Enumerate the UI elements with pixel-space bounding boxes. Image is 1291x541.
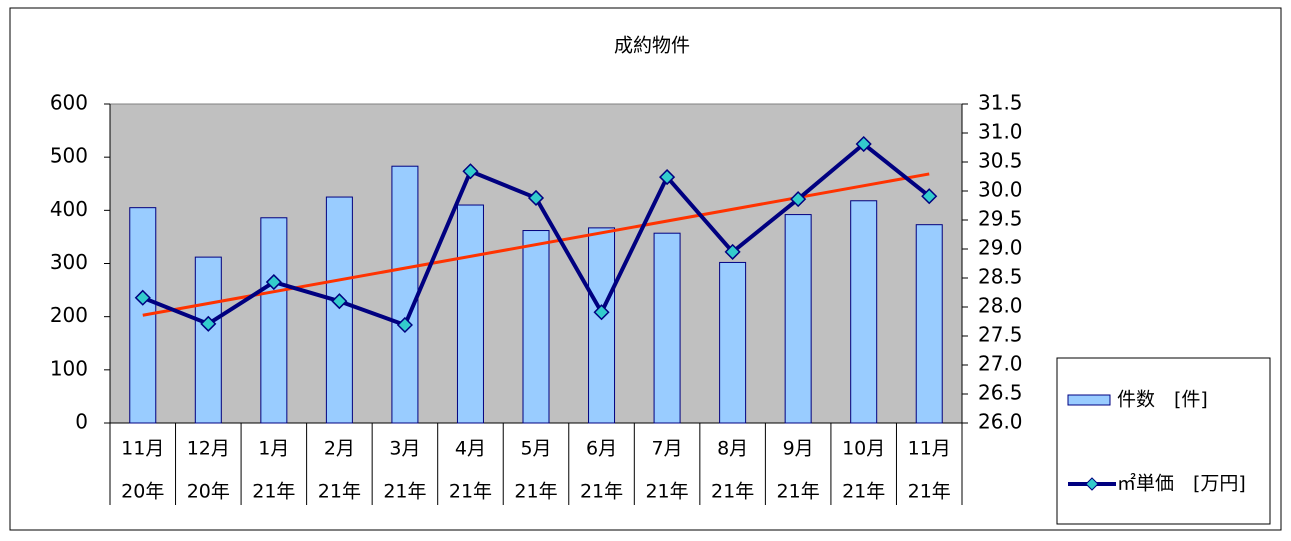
x-year-label: 21年 bbox=[842, 481, 885, 503]
y-tick-label: 0 bbox=[75, 410, 88, 434]
marker bbox=[659, 169, 676, 186]
y2-tick-label: 29.0 bbox=[978, 236, 1023, 260]
x-year-label: 21年 bbox=[383, 481, 426, 503]
y2-tick-label: 31.0 bbox=[978, 120, 1023, 144]
y2-tick-label: 28.0 bbox=[978, 294, 1023, 318]
x-year-label: 21年 bbox=[252, 481, 295, 503]
bar bbox=[719, 261, 747, 424]
x-tick-label: 11月 bbox=[121, 438, 164, 460]
y2-tick-label: 30.5 bbox=[978, 149, 1023, 173]
x-year-label: 21年 bbox=[580, 481, 623, 503]
marker bbox=[200, 315, 217, 332]
legend-marker bbox=[1085, 477, 1099, 491]
legend-box bbox=[1056, 357, 1271, 525]
marker bbox=[724, 243, 741, 260]
x-year-label: 21年 bbox=[514, 481, 557, 503]
y-tick-label: 100 bbox=[50, 356, 88, 380]
x-tick-label: 7月 bbox=[652, 438, 683, 460]
x-tick-label: 2月 bbox=[324, 438, 355, 460]
legend-label: 件数 [件] bbox=[1117, 389, 1208, 411]
x-year-label: 20年 bbox=[187, 481, 230, 503]
bar bbox=[456, 204, 484, 424]
y-tick-label: 500 bbox=[50, 144, 88, 168]
marker bbox=[921, 188, 938, 205]
x-tick-label: 8月 bbox=[717, 438, 748, 460]
bar bbox=[260, 217, 288, 424]
x-year-label: 21年 bbox=[449, 481, 492, 503]
x-year-label: 21年 bbox=[711, 481, 754, 503]
bar bbox=[850, 200, 878, 424]
y2-tick-label: 31.5 bbox=[978, 91, 1023, 115]
x-tick-label: 6月 bbox=[586, 438, 617, 460]
x-tick-label: 11月 bbox=[908, 438, 951, 460]
x-tick-label: 12月 bbox=[187, 438, 230, 460]
y-tick-label: 400 bbox=[50, 197, 88, 221]
x-year-label: 21年 bbox=[318, 481, 361, 503]
marker bbox=[593, 304, 610, 321]
x-tick-label: 10月 bbox=[842, 438, 885, 460]
x-tick-label: 3月 bbox=[389, 438, 420, 460]
x-tick-label: 1月 bbox=[258, 438, 289, 460]
bar bbox=[194, 256, 222, 424]
marker bbox=[396, 316, 413, 334]
bar bbox=[588, 227, 616, 424]
marker bbox=[790, 191, 807, 208]
y2-tick-label: 27.5 bbox=[978, 323, 1023, 347]
legend-label: ㎡単価 [万円] bbox=[1117, 472, 1246, 495]
y2-tick-label: 30.0 bbox=[978, 178, 1023, 202]
y2-tick-label: 28.5 bbox=[978, 265, 1023, 289]
y-tick-label: 600 bbox=[50, 91, 88, 115]
legend-swatch bbox=[1067, 394, 1111, 406]
marker bbox=[134, 289, 151, 306]
y-tick-label: 300 bbox=[50, 250, 88, 274]
marker bbox=[527, 189, 545, 207]
marker bbox=[265, 273, 282, 291]
bar bbox=[522, 230, 550, 424]
bar bbox=[325, 196, 353, 424]
x-tick-label: 5月 bbox=[520, 438, 551, 460]
y2-tick-label: 26.0 bbox=[978, 410, 1023, 434]
marker bbox=[462, 163, 479, 180]
marker bbox=[855, 135, 872, 153]
bar bbox=[784, 214, 812, 424]
x-year-label: 21年 bbox=[908, 481, 951, 503]
y2-tick-label: 27.0 bbox=[978, 352, 1023, 376]
bar bbox=[915, 224, 943, 424]
bar bbox=[391, 165, 419, 424]
x-year-label: 20年 bbox=[121, 481, 164, 503]
y-tick-label: 200 bbox=[50, 303, 88, 327]
x-tick-label: 9月 bbox=[783, 438, 814, 460]
chart-title: 成約物件 bbox=[614, 35, 690, 57]
x-year-label: 21年 bbox=[777, 481, 820, 503]
marker bbox=[331, 293, 348, 310]
x-year-label: 21年 bbox=[645, 481, 688, 503]
x-tick-label: 4月 bbox=[455, 438, 486, 460]
y2-tick-label: 26.5 bbox=[978, 381, 1023, 405]
bar bbox=[653, 232, 681, 424]
y2-tick-label: 29.5 bbox=[978, 207, 1023, 231]
bar bbox=[129, 207, 157, 424]
